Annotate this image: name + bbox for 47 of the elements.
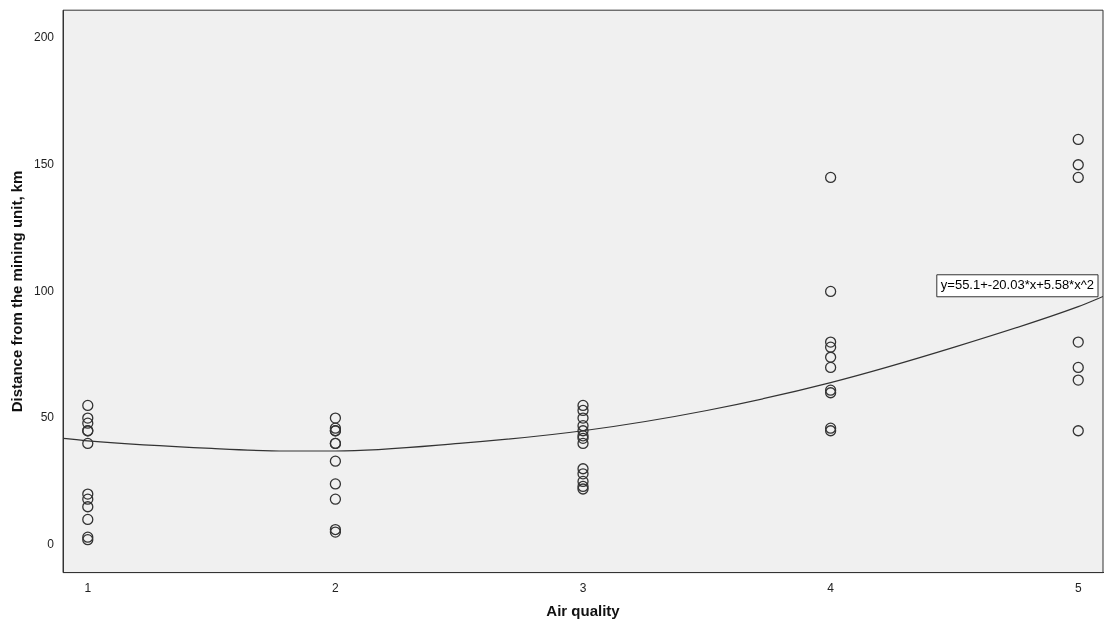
y-tick-label: 0 [47, 537, 55, 552]
y-axis-title: Distance from the mining unit, km [8, 170, 26, 413]
point [1072, 425, 1084, 437]
point [577, 412, 589, 424]
point [82, 417, 94, 429]
point [82, 412, 94, 424]
point [329, 493, 342, 505]
x-tick-label: 5 [1074, 581, 1082, 596]
point [82, 488, 94, 500]
point [82, 437, 94, 450]
point [1072, 361, 1084, 374]
point [824, 336, 837, 348]
point [824, 341, 837, 353]
point [824, 285, 837, 298]
y-tick-label: 100 [33, 283, 55, 298]
y-tick-label: 150 [33, 157, 55, 172]
point [82, 399, 94, 412]
point [1072, 374, 1084, 386]
point [577, 420, 589, 432]
annotation: y=55.1+-20.03*x+5.58*x^2 [940, 277, 1095, 293]
point [82, 493, 94, 505]
x-axis-title: Air quality [546, 602, 621, 620]
point [577, 437, 589, 450]
y-tick-label: 50 [40, 410, 55, 425]
x-tick-label: 1 [84, 581, 92, 596]
point [329, 412, 342, 424]
y-tick-label: 200 [33, 30, 55, 45]
point [577, 468, 589, 480]
point [824, 171, 837, 184]
point [824, 351, 837, 363]
point [1072, 133, 1084, 146]
point [1072, 159, 1084, 171]
point [577, 404, 589, 417]
point [1072, 171, 1084, 184]
point [329, 478, 342, 490]
point [824, 361, 837, 374]
point [1072, 336, 1084, 348]
point [577, 463, 589, 475]
x-tick-label: 3 [579, 581, 587, 596]
point [577, 399, 589, 412]
x-tick-label: 2 [332, 581, 340, 596]
point [329, 455, 342, 467]
x-tick-label: 4 [827, 581, 835, 596]
point [577, 425, 589, 437]
point [82, 501, 94, 513]
point [577, 475, 589, 488]
point [82, 513, 94, 526]
